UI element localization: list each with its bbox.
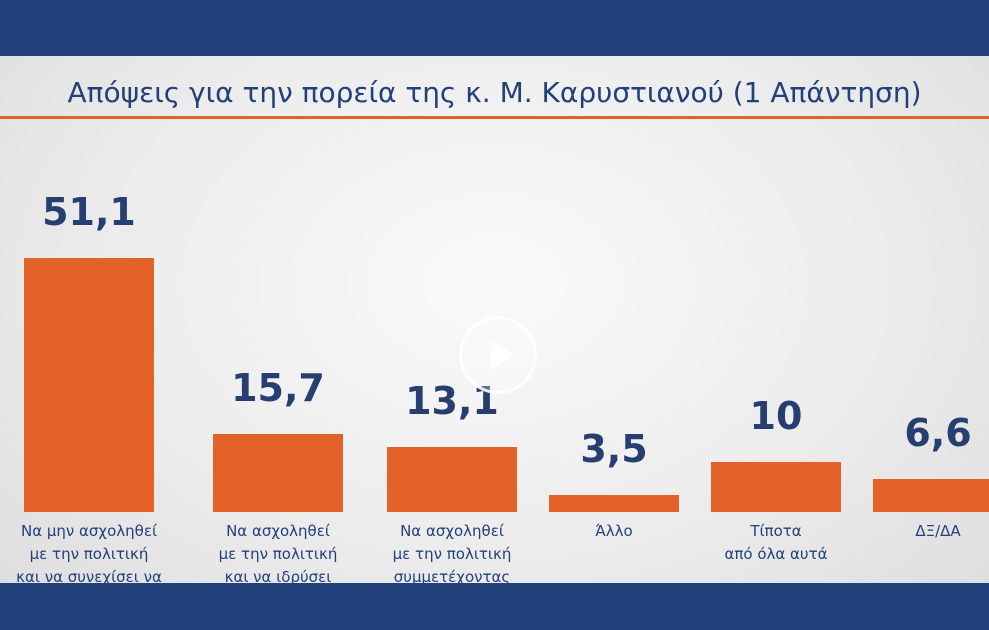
bar bbox=[24, 258, 154, 512]
bar bbox=[711, 462, 841, 512]
value-label: 10 bbox=[749, 394, 803, 439]
value-label: 6,6 bbox=[904, 411, 972, 456]
plot-area: 51,1 Να μην ασχοληθεί με την πολιτική και… bbox=[16, 190, 989, 583]
bar bbox=[213, 433, 343, 512]
bar bbox=[873, 479, 989, 512]
category-label: Τίποτα από όλα αυτά bbox=[724, 522, 828, 563]
category-label: Να μην ασχοληθεί με την πολιτική και να … bbox=[16, 522, 162, 583]
bar bbox=[387, 446, 517, 512]
value-label: 51,1 bbox=[42, 190, 136, 234]
top-band bbox=[0, 0, 989, 56]
category-label: Να ασχοληθεί με την πολιτική και να ιδρύ… bbox=[218, 522, 338, 583]
title-rule bbox=[0, 116, 989, 119]
value-label: 3,5 bbox=[580, 426, 648, 471]
category-label: Να ασχοληθεί με την πολιτική συμμετέχοντ… bbox=[392, 522, 512, 583]
value-label: 15,7 bbox=[231, 365, 325, 410]
play-button[interactable] bbox=[459, 316, 537, 394]
bottom-band bbox=[0, 583, 989, 630]
category-label: ΔΞ/ΔΑ bbox=[915, 522, 961, 540]
chart-title: Απόψεις για την πορεία της κ. Μ. Καρυστι… bbox=[67, 76, 922, 109]
bar bbox=[549, 494, 679, 512]
category-label: Άλλο bbox=[595, 522, 633, 540]
